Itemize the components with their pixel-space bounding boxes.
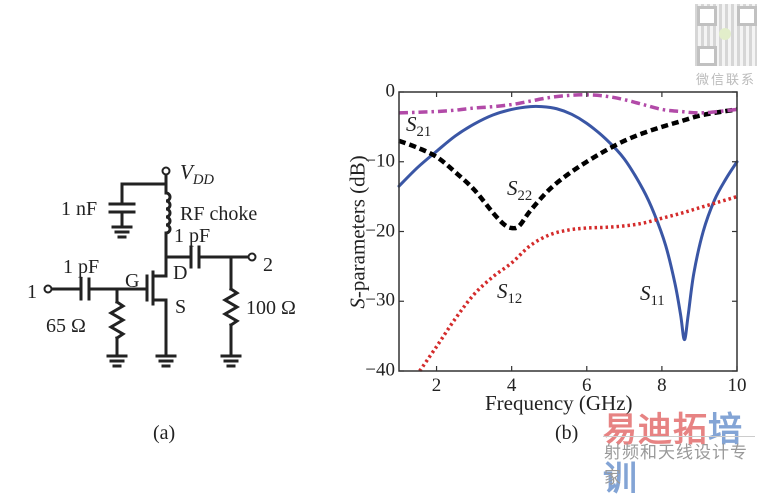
qr-code	[695, 4, 757, 66]
series-label-s11: S11	[640, 283, 665, 309]
x-tick-label: 2	[431, 375, 442, 396]
y-axis-label: S-parameters (dB)	[345, 155, 370, 309]
series-label-sub: 21	[416, 124, 432, 141]
panel-b-caption: (b)	[555, 422, 579, 444]
series-label-main: S	[406, 112, 417, 136]
input-resistor-label: 65 Ω	[46, 315, 86, 337]
port-1-terminal	[43, 284, 53, 294]
series-label-sub: 12	[507, 291, 523, 308]
gate-label: G	[125, 270, 140, 292]
series-label-main: S	[640, 281, 651, 305]
rf-choke-inductor	[164, 182, 172, 267]
y-tick-label: 0	[385, 80, 396, 102]
series-line-s22	[398, 107, 738, 231]
s-parameter-chart	[397, 91, 739, 372]
x-tick-label: 6	[582, 375, 592, 396]
qr-caption: 微信联系	[696, 73, 757, 88]
x-axis-label: Frequency (GHz)	[485, 391, 633, 415]
x-tick-label: 10	[727, 375, 747, 396]
watermark-tagline: 射频和天线设计专家	[604, 443, 748, 488]
bypass-cap-label: 1 nF	[61, 198, 98, 220]
series-line-s12	[418, 194, 738, 372]
x-tick-label: 4	[506, 375, 517, 396]
x-tick-label: 8	[657, 375, 667, 396]
series-label-main: S	[507, 176, 518, 200]
panel-a-caption: (a)	[153, 422, 176, 444]
source-label: S	[175, 296, 187, 318]
output-resistor-label: 100 Ω	[246, 297, 296, 319]
series-label-s21: S21	[406, 114, 431, 140]
y-tick-label: −30	[365, 289, 395, 311]
series-label-s12: S12	[497, 281, 522, 307]
output-cap-label: 1 pF	[174, 225, 211, 247]
series-label-s22: S22	[507, 178, 532, 204]
series-line-s11	[397, 104, 739, 342]
series-label-sub: 11	[650, 293, 665, 310]
rf-choke-label: RF choke	[180, 203, 258, 225]
circuit-diagram	[43, 166, 257, 368]
input-cap-label: 1 pF	[63, 256, 100, 278]
output-resistor	[222, 286, 240, 328]
vdd-label: VDD	[180, 160, 215, 189]
series-label-sub: 22	[517, 188, 533, 205]
watermark-divider	[603, 436, 755, 437]
y-tick-label: −20	[365, 220, 395, 242]
port-2-label: 2	[263, 254, 273, 276]
port-2-terminal	[247, 252, 257, 262]
series-line-s21	[398, 93, 738, 115]
port-1-label: 1	[27, 281, 37, 303]
y-tick-label: −10	[365, 150, 395, 172]
y-tick-label: −40	[365, 359, 395, 381]
series-label-main: S	[497, 279, 508, 303]
y-axis-label-rest: -parameters (dB)	[345, 155, 370, 299]
input-resistor	[108, 299, 126, 341]
drain-label: D	[173, 262, 188, 284]
